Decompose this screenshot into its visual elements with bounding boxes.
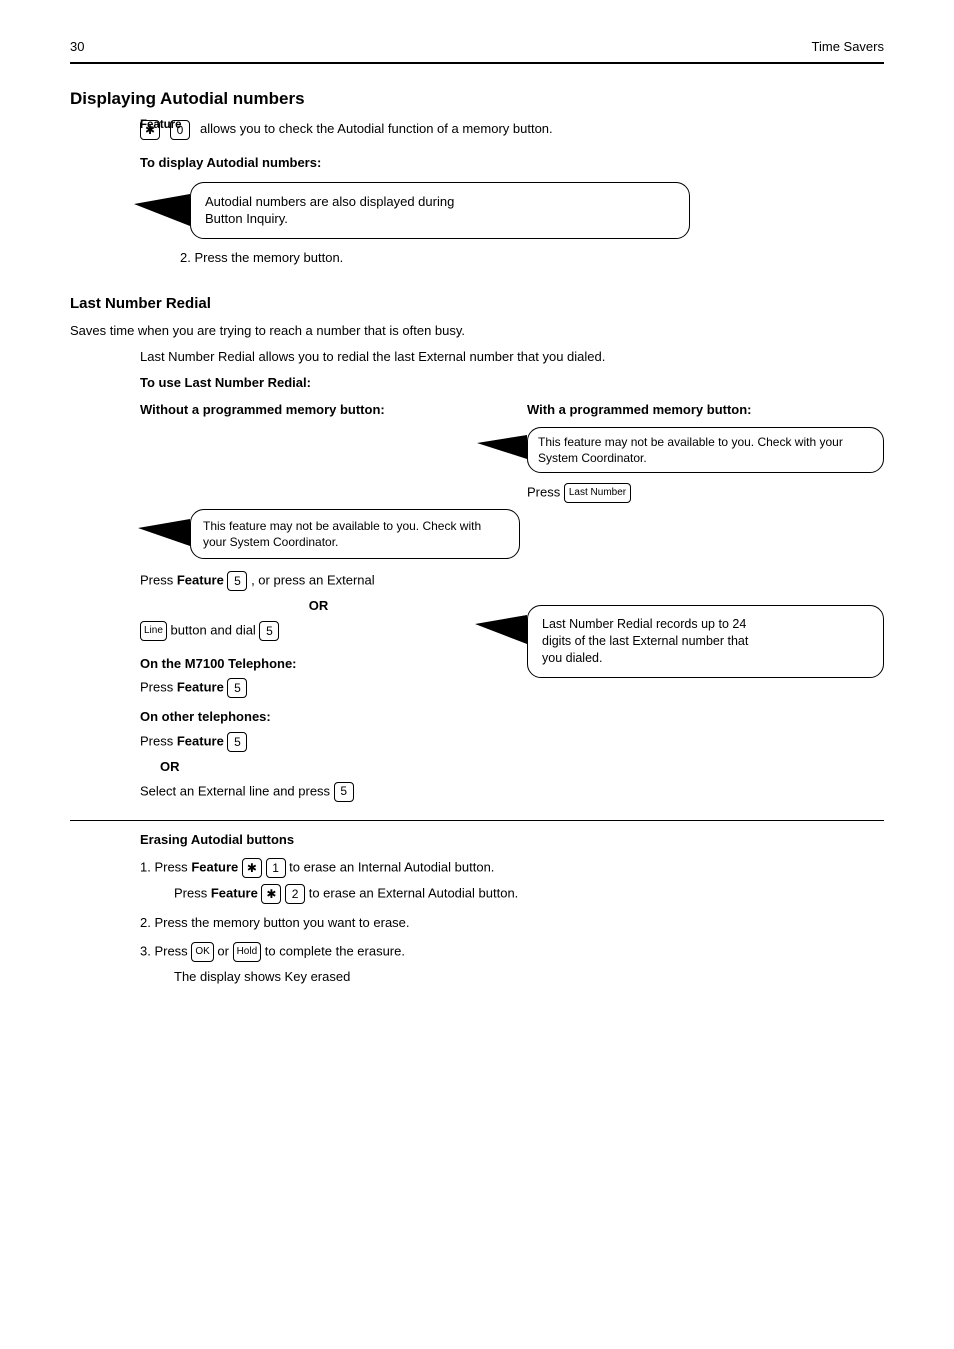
- five-key-icon: 5: [227, 571, 247, 591]
- five-key-icon-4: 5: [227, 732, 247, 752]
- section-displaying-title: Displaying Autodial numbers: [70, 88, 884, 111]
- sel-ext: Select an External line and press: [140, 783, 330, 798]
- lastnumber-lead: Saves time when you are trying to reach …: [70, 322, 884, 340]
- callout-availability-2: This feature may not be available to you…: [190, 509, 520, 559]
- one-key-icon: 1: [266, 858, 286, 878]
- five-key-icon-3: 5: [227, 678, 247, 698]
- or-label-1: OR: [140, 597, 497, 615]
- on-m7100: On the M7100 Telephone:: [140, 655, 497, 673]
- erase-step1c: to erase an External Autodial button.: [309, 886, 519, 901]
- header-right: Time Savers: [812, 38, 884, 56]
- callout1-line2: Button Inquiry.: [205, 211, 288, 226]
- press-label-l3: Press: [140, 733, 173, 748]
- callout-availability: This feature may not be available to you…: [527, 427, 884, 473]
- feature-word-2: Feature: [177, 573, 224, 588]
- feature-word-6: Feature: [211, 886, 258, 901]
- callout-arrow-icon-4: [475, 615, 527, 644]
- erase-step2: 2. Press the memory button you want to e…: [140, 914, 884, 932]
- feature-word-3: Feature: [177, 680, 224, 695]
- five-key-icon-5: 5: [334, 782, 354, 802]
- feature-word: Feature: [140, 119, 182, 131]
- callout-button-inquiry: Autodial numbers are also displayed duri…: [190, 182, 690, 239]
- calloutA-text-2: This feature may not be available to you…: [203, 519, 481, 549]
- header-rule: [70, 62, 884, 64]
- displaying-intro: allows you to check the Autodial functio…: [200, 120, 553, 138]
- erase-or2: or: [217, 943, 229, 958]
- after1: , or press an External: [251, 573, 375, 588]
- erase-disp: The display shows Key erased: [174, 968, 884, 986]
- five-key-icon-2: 5: [259, 621, 279, 641]
- callout-arrow-icon: [134, 194, 190, 226]
- display-proc-heading: To display Autodial numbers:: [140, 154, 884, 172]
- without-heading: Without a programmed memory button:: [140, 401, 497, 419]
- display-step2: 2. Press the memory button.: [180, 249, 884, 267]
- on-other: On other telephones:: [140, 708, 497, 726]
- callout-arrow-icon-3: [138, 519, 190, 546]
- star-key-icon-2: [242, 858, 262, 878]
- two-key-icon: 2: [285, 884, 305, 904]
- hold-key-icon: Hold: [233, 942, 262, 962]
- erasing-heading: Erasing Autodial buttons: [140, 831, 884, 849]
- feature-word-5: Feature: [191, 860, 238, 875]
- callout-24digits: Last Number Redial records up to 24 digi…: [527, 605, 884, 678]
- and-dial: button and dial: [171, 622, 256, 637]
- lastnumber-key-icon: Last Number: [564, 483, 631, 503]
- press-label-l2: Press: [140, 680, 173, 695]
- or-label-2: OR: [160, 758, 497, 776]
- lastnumber-sub: To use Last Number Redial:: [140, 374, 884, 392]
- erase-step3b: to complete the erasure.: [265, 943, 405, 958]
- mid-rule: [70, 820, 884, 821]
- feature-word-4: Feature: [177, 733, 224, 748]
- press-label-r1: Press: [527, 484, 560, 499]
- erase-step1b: to erase an Internal Autodial button.: [289, 860, 494, 875]
- press-label-l1: Press: [140, 573, 173, 588]
- lastnumber-intro: Last Number Redial allows you to redial …: [140, 348, 884, 366]
- calloutB-l3: you dialed.: [542, 650, 869, 667]
- ok-key-icon: OK: [191, 942, 213, 962]
- section-lastnumber-title: Last Number Redial: [70, 294, 884, 314]
- erase-step1a: 1. Press: [140, 860, 188, 875]
- calloutB-l1: Last Number Redial records up to 24: [542, 616, 869, 633]
- line-key-icon: Line: [140, 621, 167, 641]
- calloutA-text: This feature may not be available to you…: [538, 435, 843, 465]
- page-number: 30: [70, 38, 84, 56]
- erase-press: Press: [174, 886, 207, 901]
- callout1-line1: Autodial numbers are also displayed duri…: [205, 194, 454, 209]
- calloutB-l2: digits of the last External number that: [542, 633, 869, 650]
- with-heading: With a programmed memory button:: [527, 401, 884, 419]
- callout-arrow-icon-2: [477, 435, 527, 459]
- star-key-icon-3: [261, 884, 281, 904]
- erase-step3a: 3. Press: [140, 943, 188, 958]
